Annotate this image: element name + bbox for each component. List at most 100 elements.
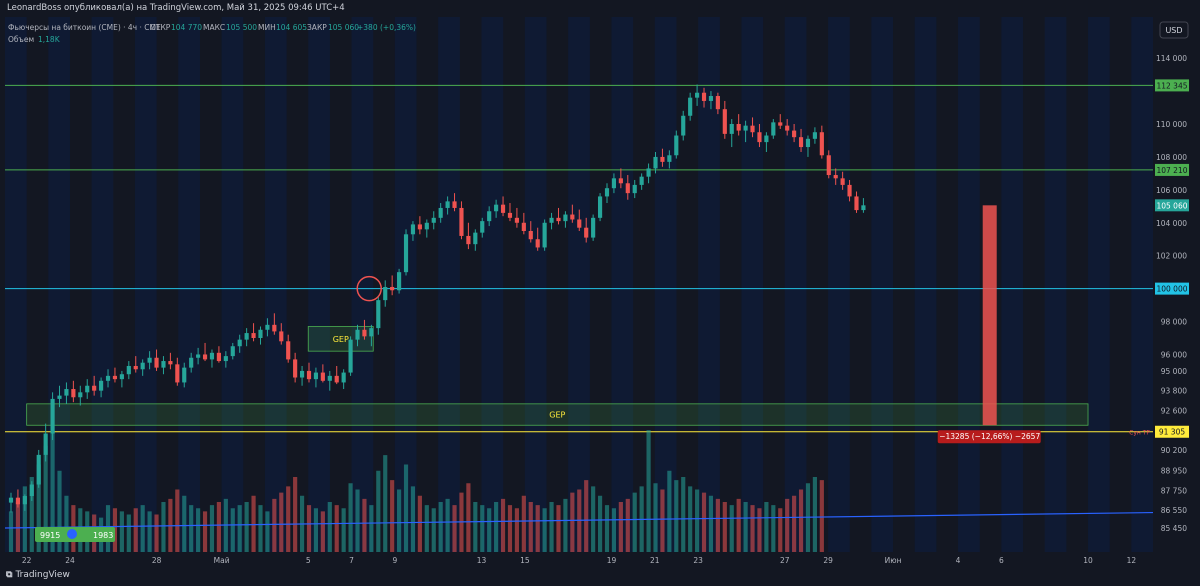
close-value: 105 060 [328, 23, 359, 32]
volume-bar [681, 477, 686, 552]
volume-bar [570, 492, 575, 552]
candle-body [826, 155, 831, 176]
time-tick-label: 28 [152, 556, 162, 565]
candle-body [459, 207, 464, 236]
drop-range-bar [982, 205, 997, 426]
volume-bar [334, 505, 339, 552]
candle-body [701, 92, 707, 101]
gap-zone [26, 403, 1089, 426]
candle-body [403, 234, 409, 273]
play-icon [67, 529, 77, 539]
price-tick-label: 106 000 [1156, 186, 1187, 195]
candle-body [320, 372, 325, 381]
candle-body [237, 339, 242, 347]
candle-body [71, 389, 76, 398]
volume-bar [209, 505, 215, 552]
day-band [524, 17, 547, 552]
volume-bar [376, 470, 381, 552]
volume-bar [452, 505, 457, 552]
volume-bar [182, 495, 187, 552]
level-price-label: 91 305 [1159, 428, 1185, 437]
volume-bar [216, 502, 221, 552]
volume-bar [161, 502, 166, 552]
high-value: 105 500 [226, 23, 257, 32]
candle-body [390, 286, 395, 291]
day-band [958, 17, 980, 552]
candle-body [750, 125, 755, 133]
volume-bar [701, 492, 707, 552]
chart-frame[interactable]: GEP GEP −13285 (−12,66%) −2657 9915 1983 11… [4, 17, 1196, 577]
volume-bar [715, 498, 720, 552]
candle-body [466, 235, 471, 245]
volume-bar [43, 445, 48, 552]
day-band [1088, 17, 1110, 552]
candle-body [487, 211, 492, 222]
day-band [698, 17, 720, 552]
volume-bar [64, 495, 69, 552]
volume-bar [625, 498, 630, 552]
time-tick-label: 21 [650, 556, 660, 565]
volume-bar [230, 508, 235, 552]
candle-body [798, 137, 804, 148]
day-band [654, 17, 677, 552]
candle-body [625, 183, 630, 194]
time-tick-label: Май [214, 556, 230, 565]
candle-body [805, 138, 811, 148]
volume-bar [355, 489, 360, 552]
candle-body [147, 357, 152, 363]
time-axis[interactable]: 22 24 28 Май 5 7 9 13 15 19 21 23 27 29 Июн 4 6 10 12 [5, 552, 1195, 566]
candle-body [223, 356, 228, 362]
volume-bar [237, 505, 242, 552]
candle-body [244, 333, 249, 340]
volume-bar [757, 508, 762, 552]
price-tick-label: 104 000 [1156, 219, 1187, 228]
legend: Фьючерсы на биткоин (CME) · 4ч · CME ОТК… [8, 23, 416, 44]
gap-zone-label: GEP [549, 411, 565, 420]
volume-bar [764, 502, 769, 552]
volume-bar [466, 483, 471, 552]
candle-body [618, 178, 623, 184]
day-band [1044, 17, 1067, 552]
volume-bar [798, 489, 804, 552]
currency-button[interactable]: USD [1159, 21, 1189, 39]
candle-body [376, 300, 381, 329]
candle-body [140, 362, 145, 370]
day-band [5, 17, 27, 552]
candle-body [299, 370, 305, 378]
candle-body [480, 221, 485, 233]
volume-bar [604, 505, 610, 552]
candle-body [50, 398, 55, 434]
candle-body [840, 178, 845, 185]
volume-badge-right: 1983 [93, 531, 113, 540]
candle-body [688, 97, 693, 116]
candle-body [334, 375, 339, 383]
footer-brand[interactable]: ⧉ TradingView [6, 570, 70, 580]
candle-body [577, 219, 582, 228]
volume-bar [424, 505, 429, 552]
candle-body [168, 361, 173, 365]
volume-bar [750, 505, 755, 552]
volume-bar [383, 455, 388, 552]
publisher-bar: LeonardBoss опубликовал(а) на TradingVie… [0, 0, 1200, 16]
volume-bar [36, 464, 41, 552]
candle-body [757, 132, 762, 143]
day-band [351, 17, 374, 552]
volume-bar [778, 508, 783, 552]
candle-body [431, 217, 436, 223]
volume-bar [286, 486, 291, 552]
candle-body [126, 365, 131, 375]
candle-body [542, 222, 547, 248]
candle-body [78, 392, 83, 398]
candle-body [708, 96, 714, 101]
volume-bar [819, 480, 824, 552]
candle-body [36, 454, 41, 485]
candlestick-chart[interactable]: GEP GEP −13285 (−12,66%) −2657 9915 1983 11… [4, 17, 1196, 577]
time-tick-label: 10 [1083, 556, 1093, 565]
time-tick-label: 6 [999, 556, 1004, 565]
price-axis[interactable]: 114 000 110 000 108 000 106 000 104 000 102 0… [1129, 17, 1195, 562]
price-tick-label: 96 000 [1161, 350, 1187, 359]
day-band [611, 17, 634, 552]
candle-body [604, 188, 610, 197]
candle-body [792, 130, 797, 138]
volume-bar [729, 505, 734, 552]
